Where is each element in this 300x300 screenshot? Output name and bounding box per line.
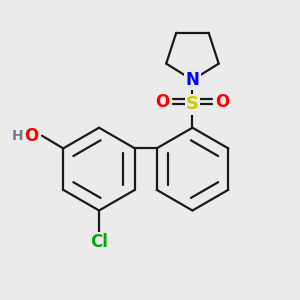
Text: N: N [185, 71, 200, 89]
Text: Cl: Cl [90, 233, 108, 251]
Text: S: S [186, 95, 199, 113]
Text: H: H [12, 129, 23, 143]
Text: O: O [156, 93, 170, 111]
Text: O: O [24, 127, 38, 145]
Text: O: O [215, 93, 229, 111]
